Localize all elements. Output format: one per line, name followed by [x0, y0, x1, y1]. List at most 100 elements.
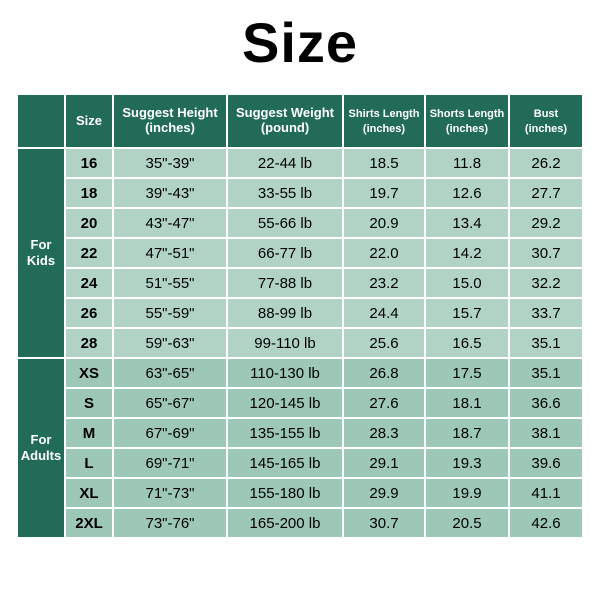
shirts-cell: 29.1	[343, 448, 425, 478]
table-row: XL71"-73"155-180 lb29.919.941.1	[17, 478, 583, 508]
table-row: L69"-71"145-165 lb29.119.339.6	[17, 448, 583, 478]
table-body: ForKids1635"-39"22-44 lb18.511.826.21839…	[17, 148, 583, 538]
weight-cell: 77-88 lb	[227, 268, 343, 298]
height-cell: 67"-69"	[113, 418, 227, 448]
bust-cell: 38.1	[509, 418, 583, 448]
shirts-cell: 18.5	[343, 148, 425, 178]
table-row: 1839"-43"33-55 lb19.712.627.7	[17, 178, 583, 208]
shorts-cell: 18.7	[425, 418, 509, 448]
shirts-cell: 24.4	[343, 298, 425, 328]
size-cell: 22	[65, 238, 113, 268]
height-cell: 71"-73"	[113, 478, 227, 508]
shorts-cell: 16.5	[425, 328, 509, 358]
bust-cell: 36.6	[509, 388, 583, 418]
shorts-cell: 17.5	[425, 358, 509, 388]
size-chart-table: Size Suggest Height(inches) Suggest Weig…	[16, 93, 584, 539]
header-size: Size	[65, 94, 113, 148]
weight-cell: 120-145 lb	[227, 388, 343, 418]
shirts-cell: 30.7	[343, 508, 425, 538]
shirts-cell: 25.6	[343, 328, 425, 358]
size-cell: 28	[65, 328, 113, 358]
shorts-cell: 14.2	[425, 238, 509, 268]
bust-cell: 29.2	[509, 208, 583, 238]
weight-cell: 33-55 lb	[227, 178, 343, 208]
bust-cell: 27.7	[509, 178, 583, 208]
table-row: 2043"-47"55-66 lb20.913.429.2	[17, 208, 583, 238]
height-cell: 43"-47"	[113, 208, 227, 238]
height-cell: 65"-67"	[113, 388, 227, 418]
weight-cell: 165-200 lb	[227, 508, 343, 538]
height-cell: 73"-76"	[113, 508, 227, 538]
height-cell: 55"-59"	[113, 298, 227, 328]
table-header: Size Suggest Height(inches) Suggest Weig…	[17, 94, 583, 148]
shirts-cell: 29.9	[343, 478, 425, 508]
group-label: ForKids	[17, 148, 65, 358]
height-cell: 63"-65"	[113, 358, 227, 388]
weight-cell: 155-180 lb	[227, 478, 343, 508]
header-blank	[17, 94, 65, 148]
table-row: 2451"-55"77-88 lb23.215.032.2	[17, 268, 583, 298]
weight-cell: 99-110 lb	[227, 328, 343, 358]
header-weight: Suggest Weight(pound)	[227, 94, 343, 148]
shirts-cell: 26.8	[343, 358, 425, 388]
shorts-cell: 11.8	[425, 148, 509, 178]
shorts-cell: 13.4	[425, 208, 509, 238]
shorts-cell: 15.0	[425, 268, 509, 298]
table-row: 2247"-51"66-77 lb22.014.230.7	[17, 238, 583, 268]
height-cell: 35"-39"	[113, 148, 227, 178]
height-cell: 39"-43"	[113, 178, 227, 208]
bust-cell: 26.2	[509, 148, 583, 178]
height-cell: 59"-63"	[113, 328, 227, 358]
height-cell: 47"-51"	[113, 238, 227, 268]
header-bust: Bust(inches)	[509, 94, 583, 148]
bust-cell: 33.7	[509, 298, 583, 328]
bust-cell: 35.1	[509, 328, 583, 358]
size-cell: 24	[65, 268, 113, 298]
size-cell: XL	[65, 478, 113, 508]
size-cell: M	[65, 418, 113, 448]
weight-cell: 66-77 lb	[227, 238, 343, 268]
shirts-cell: 20.9	[343, 208, 425, 238]
table-row: ForAdultsXS63"-65"110-130 lb26.817.535.1	[17, 358, 583, 388]
table-row: ForKids1635"-39"22-44 lb18.511.826.2	[17, 148, 583, 178]
header-shirts: Shirts Length(inches)	[343, 94, 425, 148]
shorts-cell: 19.3	[425, 448, 509, 478]
height-cell: 69"-71"	[113, 448, 227, 478]
size-cell: 26	[65, 298, 113, 328]
weight-cell: 22-44 lb	[227, 148, 343, 178]
table-row: 2859"-63"99-110 lb25.616.535.1	[17, 328, 583, 358]
weight-cell: 110-130 lb	[227, 358, 343, 388]
size-cell: L	[65, 448, 113, 478]
bust-cell: 41.1	[509, 478, 583, 508]
bust-cell: 35.1	[509, 358, 583, 388]
shirts-cell: 23.2	[343, 268, 425, 298]
group-label: ForAdults	[17, 358, 65, 538]
table-row: 2XL73"-76"165-200 lb30.720.542.6	[17, 508, 583, 538]
shirts-cell: 28.3	[343, 418, 425, 448]
bust-cell: 39.6	[509, 448, 583, 478]
shorts-cell: 18.1	[425, 388, 509, 418]
header-height: Suggest Height(inches)	[113, 94, 227, 148]
shorts-cell: 15.7	[425, 298, 509, 328]
weight-cell: 135-155 lb	[227, 418, 343, 448]
bust-cell: 32.2	[509, 268, 583, 298]
header-shorts: Shorts Length(inches)	[425, 94, 509, 148]
weight-cell: 145-165 lb	[227, 448, 343, 478]
size-cell: XS	[65, 358, 113, 388]
shorts-cell: 20.5	[425, 508, 509, 538]
size-cell: 20	[65, 208, 113, 238]
page-title: Size	[242, 10, 358, 75]
shorts-cell: 19.9	[425, 478, 509, 508]
size-cell: 16	[65, 148, 113, 178]
height-cell: 51"-55"	[113, 268, 227, 298]
shirts-cell: 19.7	[343, 178, 425, 208]
size-cell: 2XL	[65, 508, 113, 538]
bust-cell: 42.6	[509, 508, 583, 538]
size-cell: S	[65, 388, 113, 418]
weight-cell: 55-66 lb	[227, 208, 343, 238]
bust-cell: 30.7	[509, 238, 583, 268]
shorts-cell: 12.6	[425, 178, 509, 208]
size-cell: 18	[65, 178, 113, 208]
shirts-cell: 22.0	[343, 238, 425, 268]
table-row: S65"-67"120-145 lb27.618.136.6	[17, 388, 583, 418]
